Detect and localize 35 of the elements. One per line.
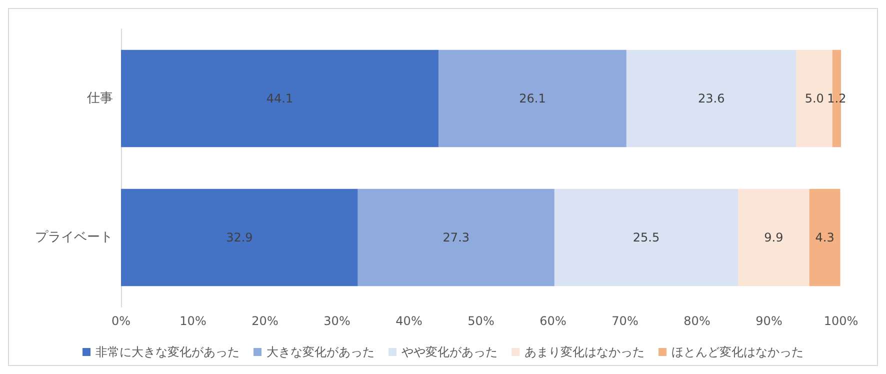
legend-label: やや変化があった <box>402 345 498 359</box>
x-tick-label: 70% <box>612 314 638 328</box>
x-tick-label: 50% <box>468 314 494 328</box>
data-label: 27.3 <box>442 230 470 244</box>
bar <box>738 188 810 286</box>
y-tick-label: プライベート <box>35 230 113 245</box>
x-tick-label: 60% <box>540 314 566 328</box>
bar <box>554 188 738 286</box>
data-label: 25.5 <box>632 230 660 244</box>
x-tick-label: 80% <box>684 314 710 328</box>
data-label: 4.3 <box>815 230 834 244</box>
data-label: 23.6 <box>698 92 725 106</box>
data-label: 26.1 <box>519 92 546 106</box>
data-label: 9.9 <box>764 230 784 244</box>
x-tick-label: 20% <box>252 314 278 328</box>
legend-label: 非常に大きな変化があった <box>96 345 240 359</box>
legend-label: あまり変化はなかった <box>524 345 644 359</box>
y-tick-label: 仕事 <box>86 91 113 106</box>
bar <box>121 50 439 148</box>
legend-label: ほとんど変化はなかった <box>672 345 804 359</box>
data-label: 5.0 <box>804 92 824 106</box>
data-label: 44.1 <box>266 92 294 106</box>
x-tick-label: 10% <box>180 314 206 328</box>
data-label: 32.9 <box>226 230 253 244</box>
x-tick-label: 90% <box>756 314 782 328</box>
legend-label: 大きな変化があった <box>266 345 374 359</box>
bar <box>358 188 554 286</box>
x-tick-label: 0% <box>111 314 131 328</box>
bar <box>626 50 796 148</box>
bar <box>121 188 358 286</box>
x-tick-label: 30% <box>324 314 350 328</box>
x-tick-label: 40% <box>396 314 422 328</box>
x-tick-label: 100% <box>824 314 858 328</box>
bar <box>809 188 840 286</box>
bar <box>438 50 626 148</box>
